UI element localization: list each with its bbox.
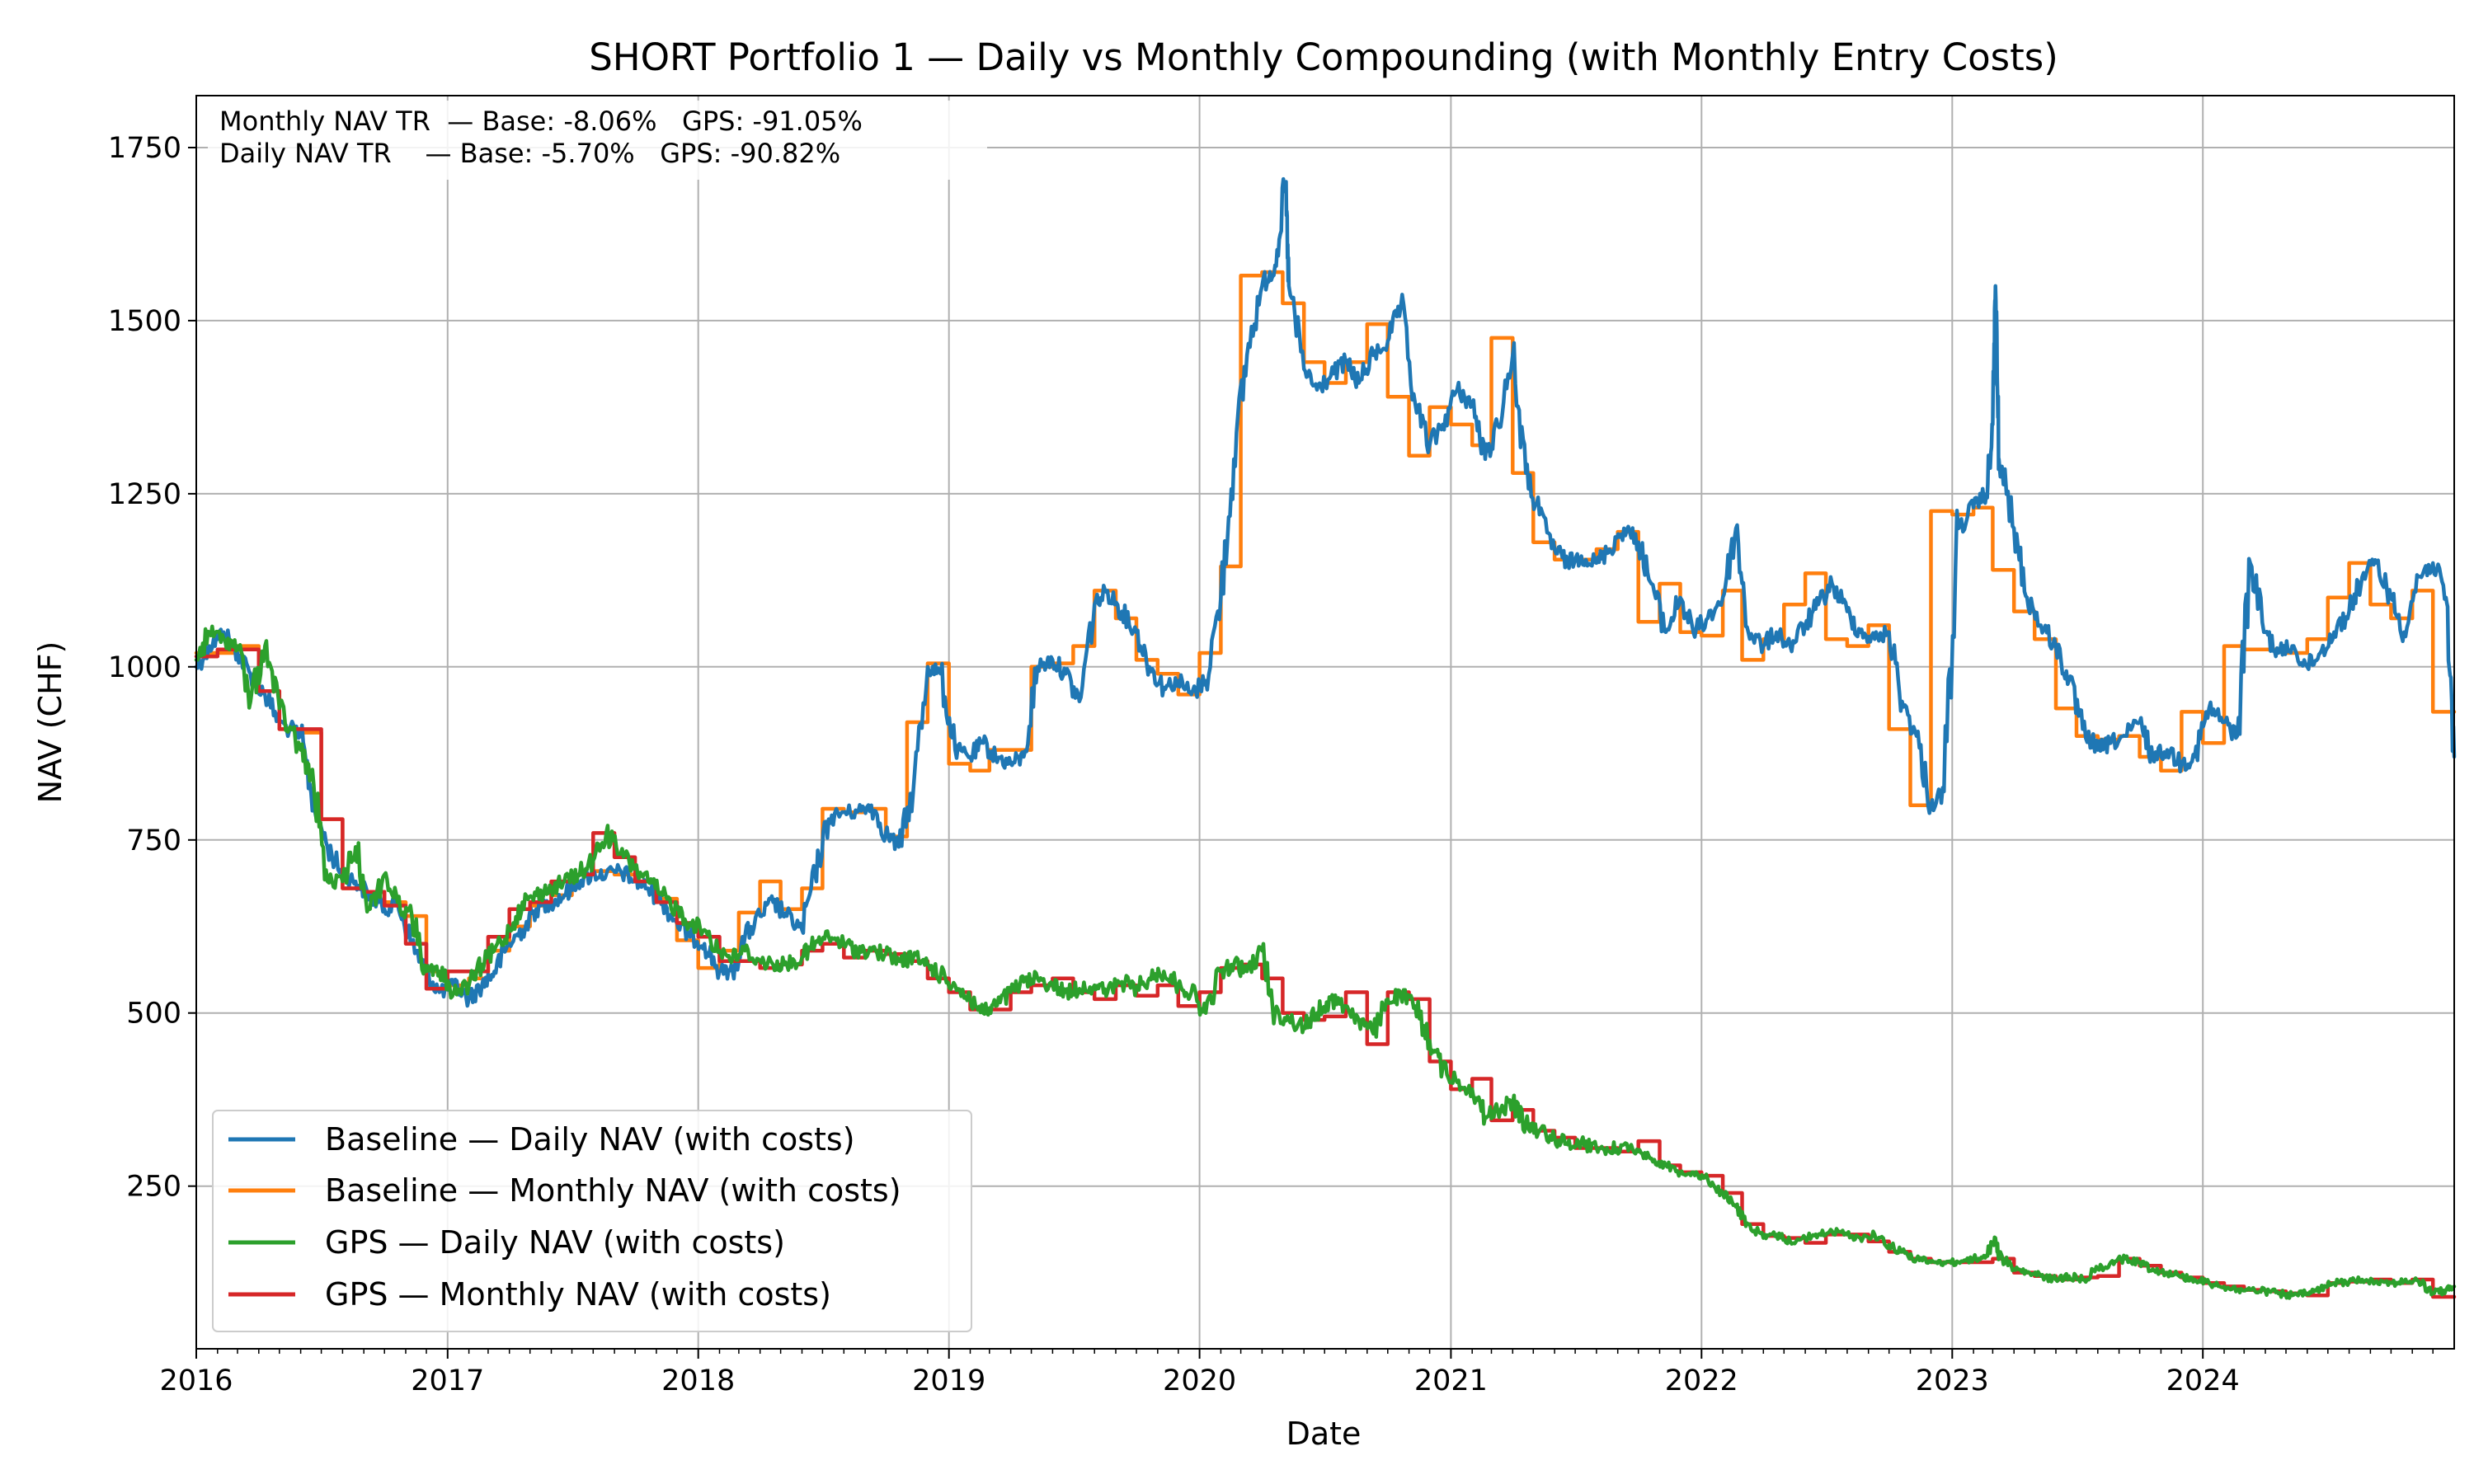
y-tick-label: 1250 [108, 478, 181, 511]
legend-label-gps-daily: GPS — Daily NAV (with costs) [325, 1224, 785, 1261]
x-tick-label: 2021 [1414, 1364, 1488, 1397]
annotation-background [208, 101, 987, 180]
x-tick-label: 2017 [411, 1364, 484, 1397]
x-tick-label: 2016 [159, 1364, 233, 1397]
x-tick-label: 2019 [912, 1364, 985, 1397]
legend-frame [212, 1110, 972, 1332]
return-annotation: Monthly NAV TR — Base: -8.06% GPS: -91.0… [208, 101, 987, 180]
x-tick-label: 2020 [1163, 1364, 1236, 1397]
x-tick-label: 2018 [661, 1364, 735, 1397]
y-tick-label: 1750 [108, 132, 181, 165]
annotation-monthly-line: Monthly NAV TR — Base: -8.06% GPS: -91.0… [219, 106, 863, 137]
y-tick-label: 1000 [108, 651, 181, 684]
y-tick-label: 1500 [108, 305, 181, 338]
series-group [194, 176, 2457, 1300]
axis-ticks: 250 500 750 1000 1250 1500 1750 2016 2017 2018 201… [108, 132, 2434, 1397]
y-tick-label: 250 [126, 1171, 181, 1204]
y-axis-title: NAV (CHF) [32, 641, 68, 804]
y-tick-label: 750 [126, 824, 181, 857]
series-line-gps-daily [194, 624, 2457, 1300]
annotation-daily-line: Daily NAV TR — Base: -5.70% GPS: -90.82% [219, 138, 840, 169]
y-tick-label: 500 [126, 998, 181, 1031]
x-tick-label: 2023 [1916, 1364, 1989, 1397]
chart-title: SHORT Portfolio 1 — Daily vs Monthly Com… [589, 35, 2058, 79]
x-tick-label: 2024 [2166, 1364, 2240, 1397]
legend-label-gps-monthly: GPS — Monthly NAV (with costs) [325, 1276, 831, 1313]
legend-label-baseline-daily: Baseline — Daily NAV (with costs) [325, 1121, 855, 1158]
plot-frame [195, 95, 2455, 1350]
x-tick-label: 2022 [1665, 1364, 1738, 1397]
x-axis-title: Date [1286, 1416, 1362, 1452]
legend: Baseline — Daily NAV (with costs) Baseli… [212, 1110, 972, 1332]
legend-label-baseline-monthly: Baseline — Monthly NAV (with costs) [325, 1172, 901, 1209]
